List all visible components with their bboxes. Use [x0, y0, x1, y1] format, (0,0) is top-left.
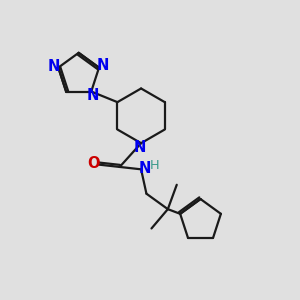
- Text: N: N: [48, 58, 60, 74]
- Text: N: N: [86, 88, 99, 104]
- Text: H: H: [150, 159, 160, 172]
- Text: O: O: [87, 156, 100, 171]
- Text: N: N: [139, 161, 151, 176]
- Text: N: N: [97, 58, 110, 73]
- Text: N: N: [134, 140, 146, 154]
